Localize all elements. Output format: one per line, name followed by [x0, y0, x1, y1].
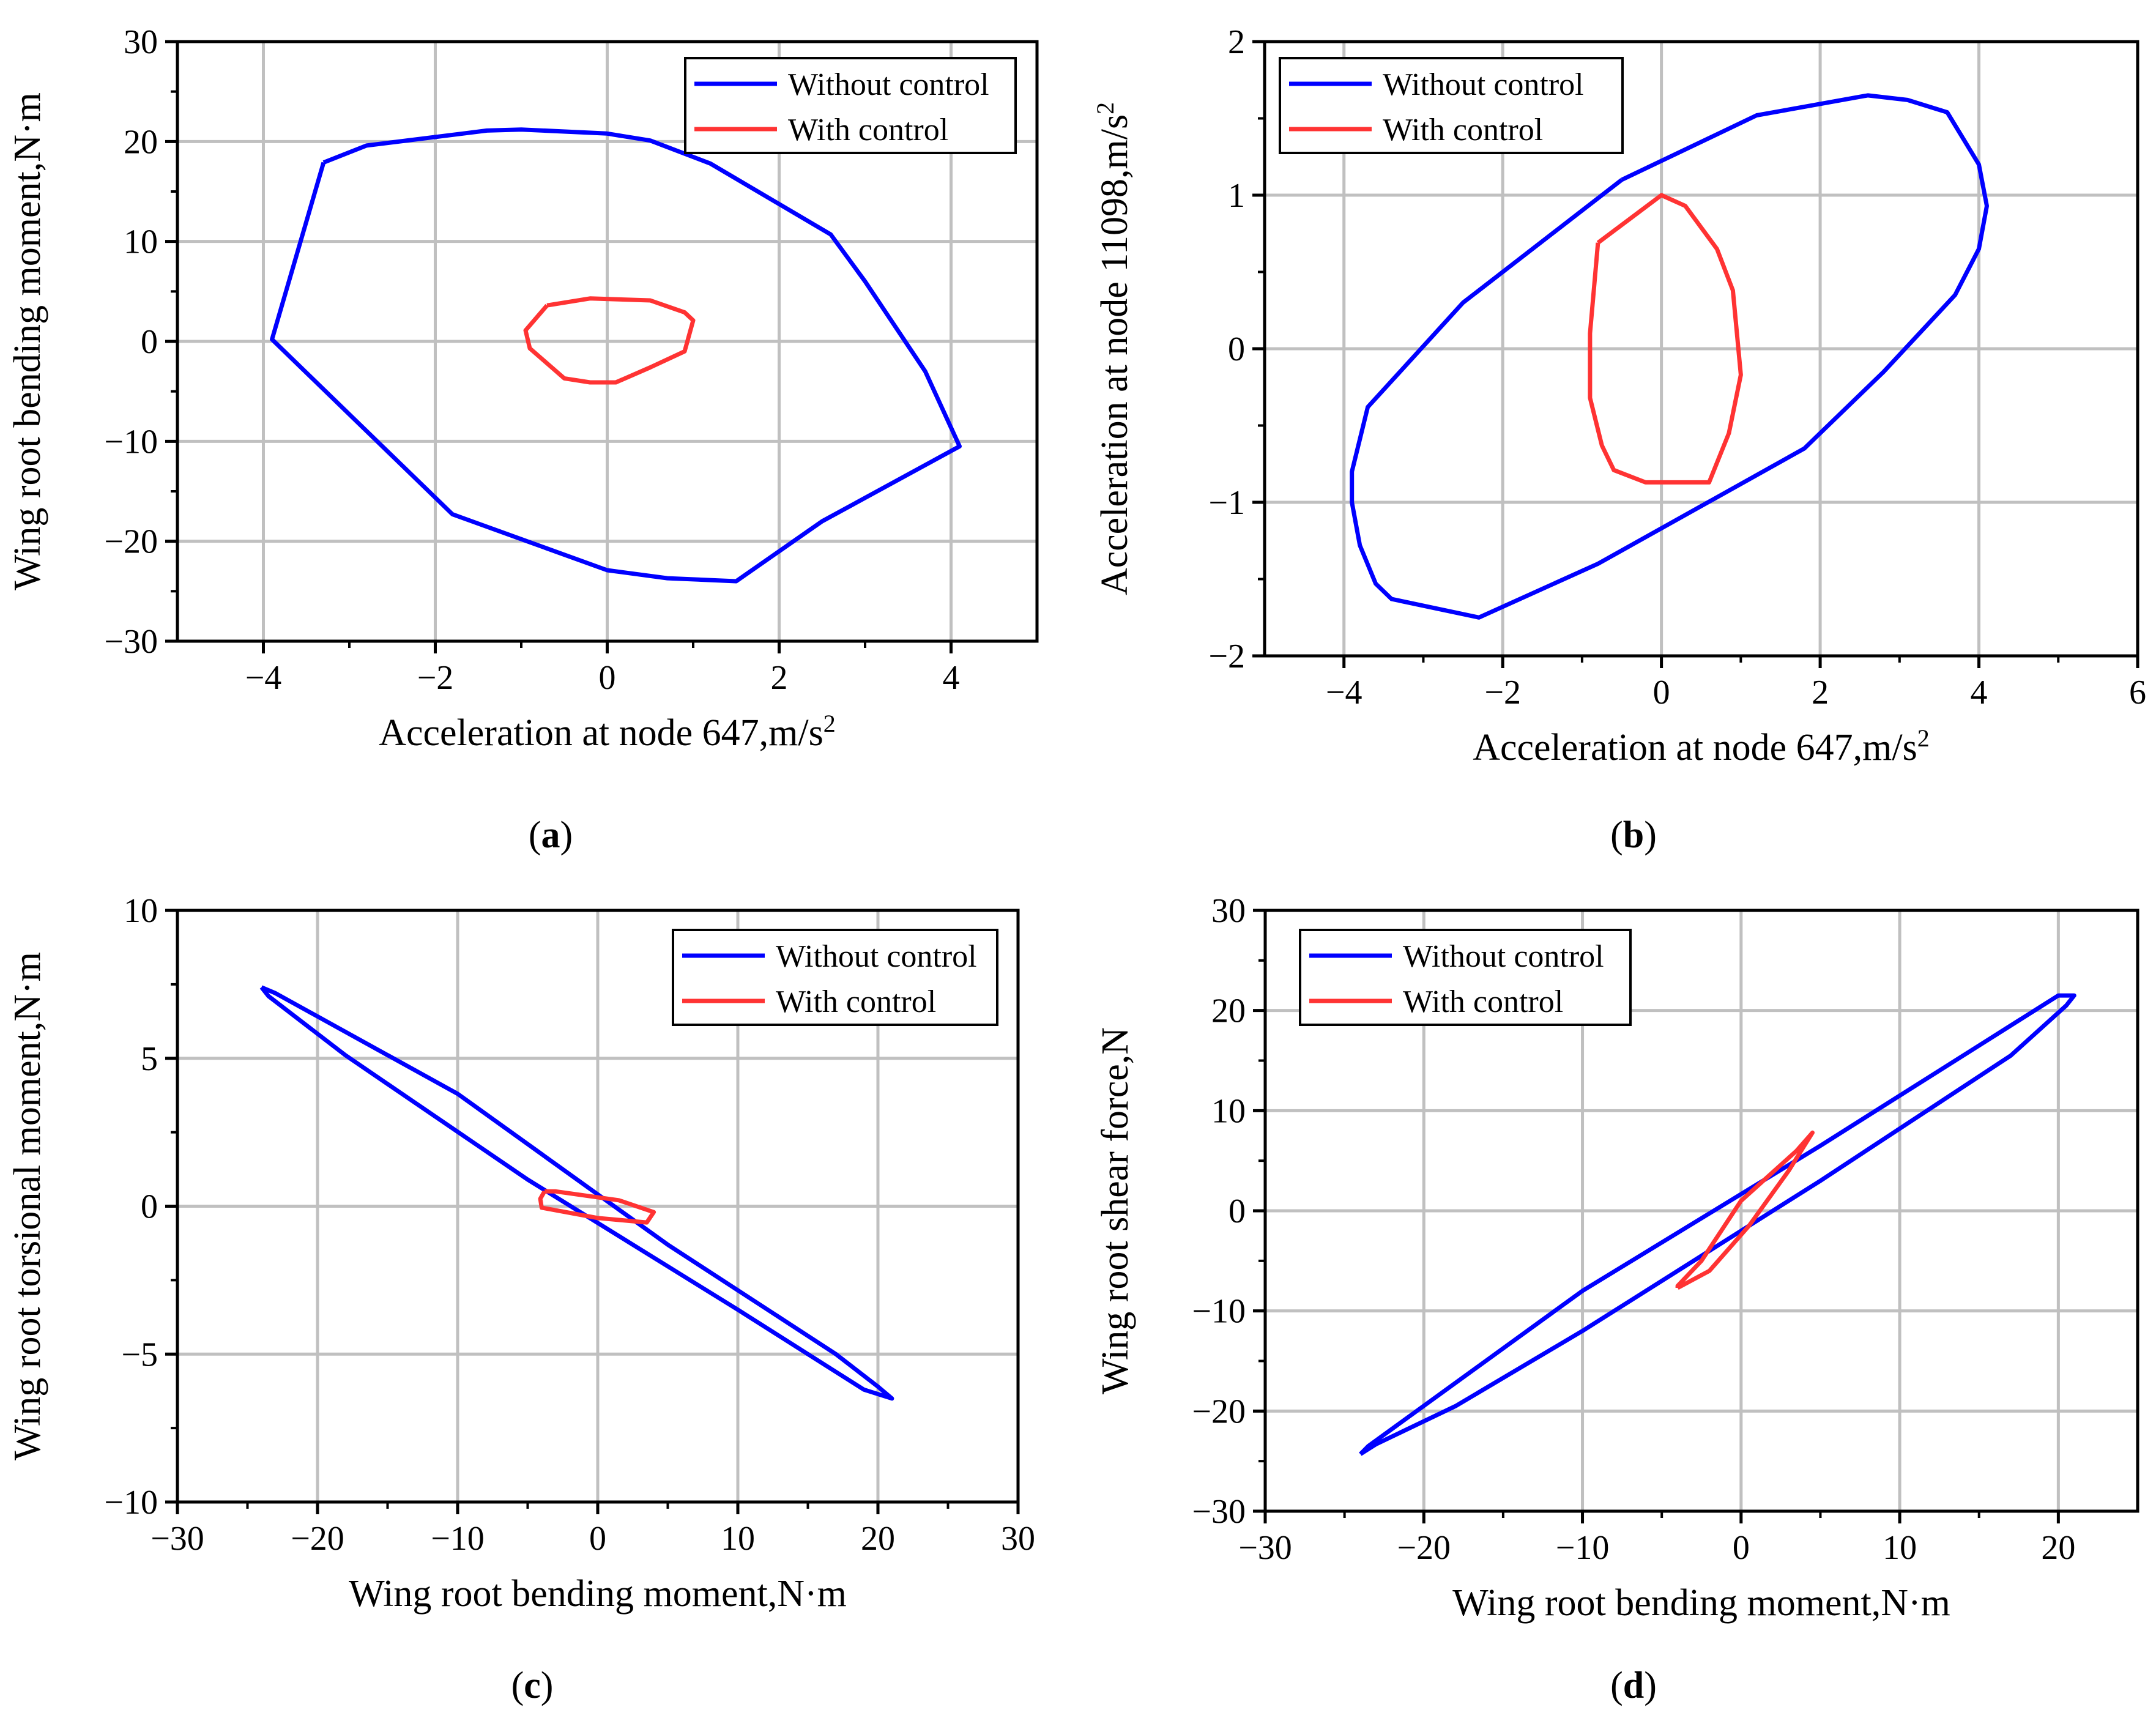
y-axis-label: Acceleration at node 11098,m/s2 — [1091, 102, 1136, 595]
x-tick-label: 30 — [1001, 1520, 1035, 1558]
x-tick-label: −30 — [151, 1520, 204, 1558]
x-tick-label: 4 — [1971, 674, 1988, 712]
legend: Without control With control — [672, 929, 998, 1026]
y-tick-label: 1 — [1228, 177, 1245, 215]
y-tick-label: 5 — [141, 1040, 158, 1078]
panel-d: −30 −20 −10 0 10 20 −30 −20 −10 0 10 20 30 Wing root … — [1095, 892, 2139, 1706]
y-tick-label: −10 — [104, 1484, 158, 1522]
y-axis-label: Wing root bending moment,N·m — [7, 92, 48, 590]
x-tick-label: −4 — [1326, 674, 1362, 712]
y-tick-label: −20 — [104, 523, 158, 561]
series-line-without-control — [270, 127, 962, 584]
legend-box — [1299, 929, 1632, 1026]
y-tick-label: −20 — [1192, 1392, 1246, 1430]
series-line-with-control — [538, 1189, 656, 1225]
panel-caption: (a) — [529, 814, 573, 856]
series-line-without-control — [1359, 993, 2076, 1456]
x-axis-label: Acceleration at node 647,m/s2 — [1473, 724, 1930, 769]
y-tick-label: 10 — [124, 223, 158, 261]
x-tick-label: −4 — [245, 659, 282, 697]
legend-box — [672, 929, 998, 1026]
x-tick-label: 2 — [1812, 674, 1829, 712]
x-tick-label: −20 — [291, 1520, 344, 1558]
y-axis-label: Wing root shear force,N — [1095, 1027, 1136, 1394]
legend-label: Without control — [776, 939, 977, 974]
x-tick-label: 20 — [861, 1520, 895, 1558]
y-tick-label: −30 — [1192, 1493, 1246, 1531]
legend-box — [1279, 57, 1624, 154]
legend-label: Without control — [1403, 939, 1604, 974]
x-tick-label: 0 — [1653, 674, 1670, 712]
y-tick-label: −1 — [1208, 484, 1245, 522]
panel-b: −4 −2 0 2 4 6 −2 −1 0 1 2 Acceleration at node 647,… — [1091, 23, 2147, 856]
legend: Without control With control — [1299, 929, 1632, 1026]
legend-label: With control — [1403, 984, 1563, 1019]
panel-caption: (c) — [511, 1665, 554, 1706]
x-tick-label: 2 — [771, 659, 788, 697]
y-tick-label: 0 — [1228, 330, 1245, 368]
series-line-without-control — [1350, 93, 1989, 620]
legend-label: With control — [788, 113, 948, 147]
legend-label: Without control — [788, 67, 989, 102]
x-tick-label: −10 — [1556, 1529, 1610, 1567]
y-tick-label: 10 — [1211, 1092, 1246, 1130]
series-line-with-control — [1588, 193, 1743, 485]
x-tick-label: 4 — [943, 659, 960, 697]
x-tick-label: 0 — [599, 659, 616, 697]
y-tick-label: 2 — [1228, 23, 1245, 61]
series-line-with-control — [523, 296, 696, 385]
x-axis-label: Wing root bending moment,N·m — [1452, 1582, 1950, 1624]
x-axis-label: Wing root bending moment,N·m — [349, 1573, 847, 1615]
x-tick-label: 10 — [1883, 1529, 1917, 1567]
legend-box — [684, 57, 1017, 154]
y-tick-label: 30 — [1211, 892, 1246, 930]
legend-label: Without control — [1383, 67, 1584, 102]
legend: Without control With control — [684, 57, 1017, 154]
y-tick-label: −30 — [104, 623, 158, 661]
y-tick-label: −5 — [121, 1336, 158, 1374]
x-tick-label: −30 — [1238, 1529, 1292, 1567]
y-tick-label: 20 — [1211, 992, 1246, 1030]
y-tick-label: 30 — [124, 23, 158, 61]
x-tick-label: 6 — [2129, 674, 2146, 712]
x-axis-label: Acceleration at node 647,m/s2 — [379, 710, 836, 754]
y-tick-label: −2 — [1208, 638, 1245, 675]
series-line-without-control — [259, 985, 894, 1401]
y-axis-label: Wing root torsional moment,N·m — [7, 952, 48, 1460]
x-tick-label: −20 — [1397, 1529, 1451, 1567]
legend-label: With control — [776, 984, 936, 1019]
x-tick-label: −10 — [431, 1520, 485, 1558]
y-tick-label: 20 — [124, 123, 158, 161]
panel-c: −30 −20 −10 0 10 20 30 −10 −5 0 5 10 Wing root bendi… — [7, 892, 1035, 1706]
y-tick-label: 0 — [141, 1188, 158, 1226]
legend: Without control With control — [1279, 57, 1624, 154]
y-tick-label: −10 — [1192, 1293, 1246, 1331]
y-tick-label: −10 — [104, 423, 158, 461]
y-tick-label: 0 — [141, 323, 158, 361]
legend-label: With control — [1383, 113, 1543, 147]
x-tick-label: 20 — [2041, 1529, 2075, 1567]
x-tick-label: 0 — [589, 1520, 606, 1558]
panel-caption: (b) — [1610, 814, 1657, 856]
x-tick-label: −2 — [417, 659, 454, 697]
y-tick-label: 10 — [124, 892, 158, 930]
x-tick-label: −2 — [1484, 674, 1521, 712]
x-tick-label: 10 — [721, 1520, 755, 1558]
series-line-with-control — [1675, 1130, 1815, 1290]
panel-caption: (d) — [1610, 1665, 1657, 1706]
x-tick-label: 0 — [1733, 1529, 1750, 1567]
y-tick-label: 0 — [1229, 1192, 1246, 1230]
